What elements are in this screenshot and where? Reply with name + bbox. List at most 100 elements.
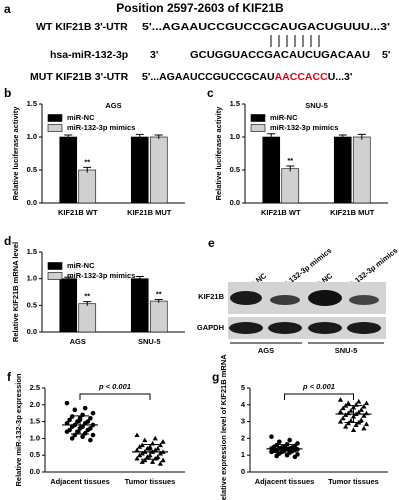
y-tick-label: 1.0 [27,132,37,141]
point [287,437,293,443]
point [361,425,367,431]
p-value: p < 0.001 [98,382,131,391]
band-label: KIF21B [198,292,224,301]
significance: ** [156,289,162,298]
legend-label: miR-132-3p mimics [67,123,135,132]
mir-label: hsa-miR-132-3p [50,49,128,61]
band [308,290,342,306]
legend-swatch [47,262,63,270]
pairing-lines [270,35,320,47]
point [284,452,290,458]
point [337,408,344,414]
y-axis-label: Relative expression level of KIF21B mRNA [219,354,228,500]
point [137,444,143,449]
legend-label: miR-132-3p mimics [67,271,135,280]
bar [333,136,352,204]
point [353,422,359,427]
point [69,436,75,441]
y-tick-label: 2.0 [30,400,40,409]
y-tick-label: 1.0 [30,433,40,442]
legend-label: miR-NC [67,261,95,270]
point [82,405,88,411]
legend-swatch [47,124,63,132]
significance: ** [84,292,90,301]
band [229,322,263,334]
point [142,457,148,463]
mut-seq-end: U...3' [328,71,353,83]
mir-end: 3' [150,49,158,61]
wt-sequence: 5'...AGAAUCCGUCCGCAUGACUGUUU...3' [142,21,390,33]
point [88,437,93,443]
point [269,434,274,440]
point [277,439,282,445]
y-tick-label: 1.0 [230,132,240,141]
y-tick-label: 1.5 [27,99,37,108]
error-bar [64,276,73,281]
point [90,410,96,416]
point [64,400,70,406]
bar [59,136,78,204]
point [144,454,150,459]
point [274,453,280,459]
panel-label: d [4,234,11,248]
panel-label: g [212,370,219,384]
bar [130,278,149,333]
point [361,413,367,418]
point [152,435,158,441]
point [340,405,346,411]
bar [78,169,97,204]
panel-label: e [208,236,215,250]
legend-label: miR-132-3p mimics [270,123,338,132]
bar [130,136,149,204]
group-label: AGS [258,346,274,355]
significance: ** [84,157,90,166]
point [157,461,163,466]
point [348,408,354,413]
legend-swatch [250,114,266,122]
band [270,295,300,305]
panel-label: a [4,2,11,16]
bar [352,136,371,204]
point [363,400,370,406]
bar [59,278,78,333]
point [142,437,148,443]
bar [149,300,168,333]
x-tick-label: Adjacent tissues [255,477,315,486]
x-tick-label: KIF21B WT [58,208,98,217]
x-tick-label: Tumor tissues [125,477,176,486]
sd-bar [71,415,89,435]
y-axis-label: Relative luciferase activity [214,106,223,201]
bar [281,168,300,204]
point [64,429,70,434]
point [358,417,364,422]
legend-swatch [47,114,63,122]
error-bar [286,165,295,172]
x-tick-label: Adjacent tissues [50,477,110,486]
y-tick-label: 0.0 [27,198,37,207]
point [157,450,163,456]
y-tick-label: 0.5 [30,450,40,459]
sd-bar [275,444,294,454]
y-tick-label: 1 [241,450,245,459]
point [88,415,93,421]
error-bar [135,276,144,281]
point [337,397,344,402]
point [337,419,344,424]
error-bar [64,134,73,139]
y-tick-label: 0.0 [230,198,240,207]
significance-bracket [284,393,354,400]
bar [262,136,281,204]
panel-title: Position 2597-2603 of KIF21B [116,1,284,15]
point [155,454,161,459]
x-tick-label: SNU-5 [138,337,161,346]
x-tick-label: KIF21B MUT [127,208,172,217]
y-tick-label: 1.5 [27,247,37,256]
y-tick-label: 0.5 [27,300,37,309]
y-axis-label: Relative luciferase activity [11,106,20,201]
legend-label: miR-NC [67,113,95,122]
bar [78,303,97,333]
point [361,403,367,409]
point [134,432,140,438]
